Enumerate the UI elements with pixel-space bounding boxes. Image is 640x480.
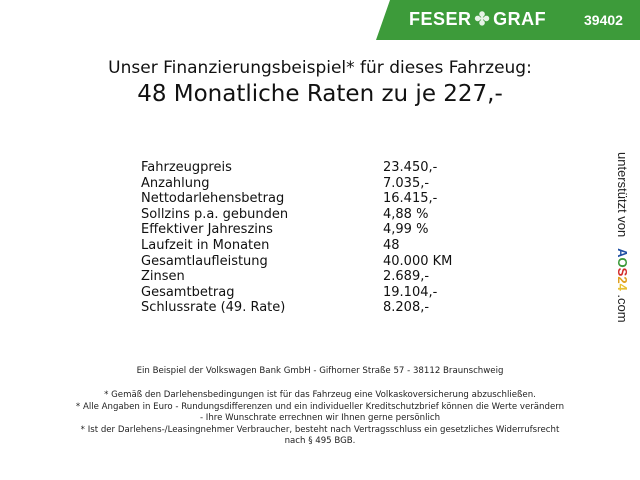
brand-logo: FESER ✤ GRAF [409, 9, 546, 30]
row-label: Schlussrate (49. Rate) [141, 300, 286, 316]
row-label: Anzahlung [141, 175, 210, 191]
bank-info: Ein Beispiel der Volkswagen Bank GmbH - … [136, 366, 504, 376]
table-row: Nettodarlehensbetrag 16.415,- [141, 191, 461, 207]
row-label: Sollzins p.a. gebunden [141, 206, 289, 222]
row-value: 48 [383, 237, 400, 253]
row-value: 16.415,- [383, 191, 438, 207]
row-label: Zinsen [141, 269, 185, 285]
table-row: Schlussrate (49. Rate) 8.208,- [141, 300, 461, 316]
row-label: Fahrzeugpreis [141, 160, 232, 175]
title-line2: 48 Monatliche Raten zu je 227,- [137, 81, 503, 107]
row-value: 7.035,- [383, 175, 430, 191]
finance-table: Fahrzeugpreis 23.450,- Anzahlung 7.035,- Net… [141, 160, 461, 316]
supported-by-text: unterstützt von [615, 152, 630, 238]
footnote-1: * Gemäß den Darlehensbedingungen ist für… [104, 390, 536, 400]
table-row: Laufzeit in Monaten 48 [141, 238, 461, 254]
footnote-3a: * Ist der Darlehens-/Leasingnehmer Verbr… [80, 425, 560, 435]
row-value: 4,88 % [383, 206, 429, 222]
row-value: 23.450,- [383, 160, 438, 175]
supported-by: unterstützt von AOS24 .com [615, 152, 630, 323]
table-row: Gesamtbetrag 19.104,- [141, 285, 461, 301]
brand-left: FESER [409, 9, 472, 29]
row-value: 4,99 % [383, 222, 429, 238]
row-label: Nettodarlehensbetrag [141, 191, 285, 207]
row-value: 8.208,- [383, 300, 430, 316]
footnote-2b: - Ihre Wunschrate errechnen wir Ihnen ge… [199, 413, 441, 423]
row-label: Gesamtlaufleistung [141, 253, 268, 269]
table-row: Sollzins p.a. gebunden 4,88 % [141, 207, 461, 223]
table-row: Anzahlung 7.035,- [141, 176, 461, 192]
table-row: Fahrzeugpreis 23.450,- [141, 160, 461, 176]
aos24-logo: AOS24 [615, 248, 630, 291]
logo-suffix: .com [615, 294, 630, 323]
row-label: Laufzeit in Monaten [141, 237, 270, 253]
footnote-2a: * Alle Angaben in Euro - Rundungsdiffere… [75, 402, 565, 412]
title-line1: Unser Finanzierungsbeispiel* für dieses … [108, 58, 532, 78]
table-row: Gesamtlaufleistung 40.000 KM [141, 254, 461, 270]
row-label: Gesamtbetrag [141, 284, 235, 300]
brand-banner [376, 0, 640, 40]
row-value: 40.000 KM [383, 253, 453, 269]
row-label: Effektiver Jahreszins [141, 222, 273, 238]
footnote-3b: nach § 495 BGB. [284, 436, 356, 446]
clover-icon: ✤ [474, 9, 491, 29]
dealer-code: 39402 [584, 12, 623, 28]
row-value: 2.689,- [383, 269, 430, 285]
brand-right: GRAF [493, 9, 547, 29]
table-row: Effektiver Jahreszins 4,99 % [141, 222, 461, 238]
table-row: Zinsen 2.689,- [141, 269, 461, 285]
row-value: 19.104,- [383, 284, 438, 300]
